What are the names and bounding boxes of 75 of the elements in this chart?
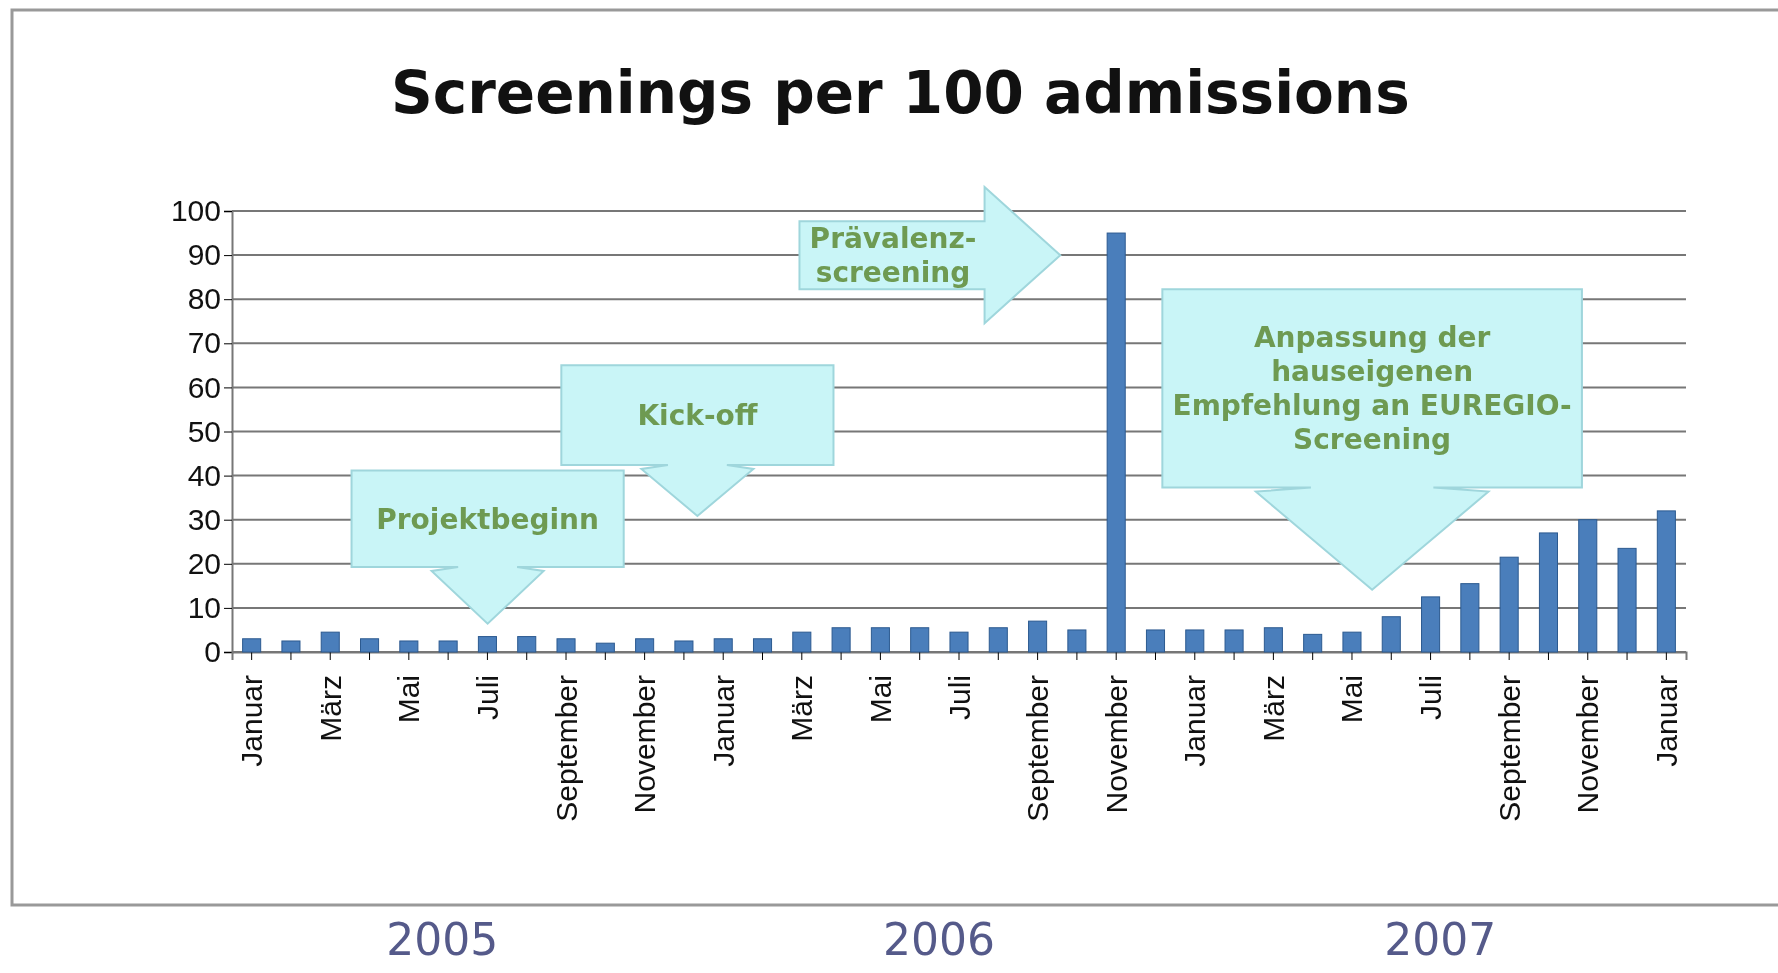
annotation: Kick-off [637,399,758,433]
y-tick-label: 30 [187,502,221,536]
y-tick-label: 40 [187,458,221,492]
bar [792,631,812,653]
bar [635,638,655,653]
bar [1303,633,1323,653]
x-tick-label: November [1571,675,1605,814]
bar [1381,616,1401,653]
x-tick-label: Januar [235,675,269,767]
x-tick-label: September [549,674,583,822]
x-tick-label: Juli [1414,675,1448,721]
bar [595,642,615,653]
x-tick-label: September [1492,674,1526,822]
x-tick-label: Mai [863,675,897,724]
annotation: Projektbeginn [376,502,599,536]
bar [281,640,301,653]
y-tick-label: 90 [187,238,221,272]
x-tick-label: November [628,675,662,814]
x-tick-label: März [1256,675,1290,742]
x-tick-label: Mai [1335,675,1369,724]
bar [674,640,694,653]
bar [517,636,537,653]
bar [1421,596,1441,653]
bar [1578,519,1598,653]
text: 2005 [386,914,499,965]
x-tick-label: September [1021,674,1055,822]
bar [1028,620,1048,653]
x-tick-label: November [1099,675,1133,814]
bar [752,638,773,653]
y-tick-label: 10 [187,591,221,624]
bar [477,636,497,653]
annotation: Prävalenz-screening [809,222,977,290]
y-tick-label: 70 [187,326,221,360]
bar [556,638,576,653]
x-tick-label: Mai [392,675,426,724]
y-tick-label: 80 [187,282,221,316]
bar [1460,583,1480,653]
bar [399,640,419,653]
bar [320,631,340,653]
bar [1617,547,1637,653]
y-tick-label: 100 [170,194,221,228]
bar [910,627,930,653]
x-tick-label: Juli [942,675,976,721]
x-tick-label: Juli [470,675,504,721]
y-tick-label: 0 [204,635,221,669]
bar [1145,629,1166,653]
y-tick-label: 50 [187,414,221,448]
bar [438,640,458,653]
bar [242,638,262,653]
bar [1538,532,1558,653]
bar [988,627,1008,653]
bar [1106,232,1126,653]
bar [870,627,890,653]
bar [1224,629,1244,653]
bar [1656,510,1676,653]
x-tick-label: Januar [1178,675,1212,767]
bar [1263,627,1283,653]
x-tick-label: Januar [1649,675,1683,767]
bar [713,638,733,653]
bar [949,631,969,653]
bar [1185,629,1205,653]
bar [1342,631,1362,653]
text: 2006 [882,914,995,965]
x-tick-label: März [785,675,819,742]
annotation: Anpassung der hauseigenen Empfehlung an EUREGIO-Screening [1172,321,1572,457]
x-tick-label: März [313,675,347,742]
bar [831,627,851,653]
bar [360,638,380,653]
chart-title: Screenings per 100 admissions [391,59,1410,128]
x-tick-label: Januar [706,675,740,767]
y-tick-label: 60 [187,370,221,404]
text: 2007 [1384,914,1497,965]
bar [1499,556,1519,653]
bar [1067,629,1087,653]
y-tick-label: 20 [187,546,221,580]
